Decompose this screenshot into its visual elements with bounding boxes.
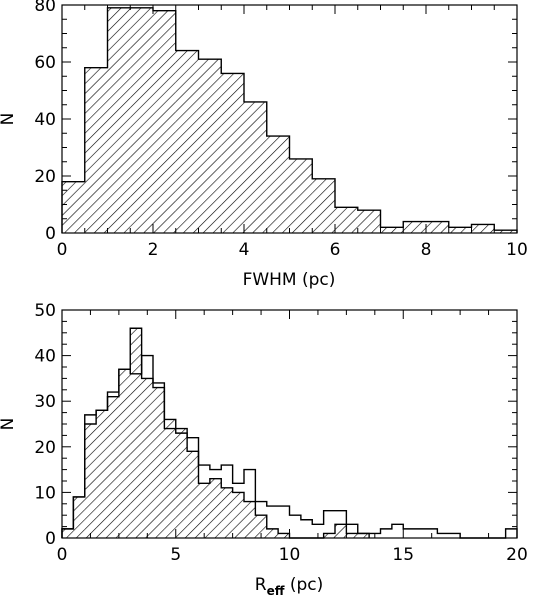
panel-reff-bar: [164, 419, 176, 538]
panel-reff-tick-labels: 0 5 10 15 20 0 10 20 30 40 50: [34, 301, 527, 565]
panel-fwhm: 0 2 4 6 8 10 0 20 40 60 80 FWHM (pc) N: [0, 0, 528, 290]
panel-fwhm-y-tick-label: 80: [34, 0, 56, 16]
panel-reff: 0 5 10 15 20 0 10 20 30 40 50 Reff (pc) N: [0, 301, 528, 597]
panel-fwhm-bar: [403, 221, 426, 233]
panel-reff-bar: [96, 410, 108, 538]
panel-reff-bar: [73, 496, 85, 538]
panel-reff-ticks: [61, 309, 518, 539]
panel-fwhm-bar: [289, 158, 313, 233]
panel-fwhm-bar: [153, 10, 176, 234]
panel-reff-bar: [84, 424, 97, 538]
panel-reff-bar: [175, 428, 188, 538]
panel-reff-bar: [335, 524, 347, 538]
panel-reff-x-tick-label: 10: [279, 545, 301, 565]
panel-reff-bar: [255, 515, 267, 538]
panel-reff-y-tick-label: 30: [34, 392, 56, 412]
panel-fwhm-x-tick-label: 2: [148, 240, 159, 260]
panel-reff-bar: [266, 528, 279, 538]
panel-reff-bar: [346, 533, 358, 538]
panel-fwhm-bar: [244, 101, 267, 234]
panel-fwhm-x-tick-label: 4: [239, 240, 250, 260]
panel-fwhm-x-tick-label: 10: [506, 240, 528, 260]
panel-reff-bar: [198, 483, 210, 538]
panel-reff-xlabel-sub: eff: [267, 584, 285, 597]
panel-fwhm-bar: [221, 73, 244, 234]
panel-fwhm-bar: [357, 210, 381, 233]
panel-reff-y-tick-label: 20: [34, 438, 56, 458]
panel-reff-bar: [153, 387, 165, 538]
panel-reff-y-tick-label: 0: [45, 529, 56, 549]
panel-reff-bar: [62, 528, 74, 538]
panel-reff-xlabel-main: R: [255, 575, 267, 595]
panel-reff-x-tick-label: 0: [57, 545, 68, 565]
panel-fwhm-x-tick-label: 8: [421, 240, 432, 260]
panel-fwhm-y-tick-label: 0: [45, 224, 56, 244]
panel-fwhm-bar: [312, 178, 335, 233]
panel-fwhm-x-tick-label: 0: [57, 240, 68, 260]
panel-reff-bar: [232, 492, 244, 538]
panel-fwhm-ticks: [61, 4, 518, 234]
panel-fwhm-bar: [107, 7, 131, 233]
panel-fwhm-bar: [84, 67, 108, 233]
panel-fwhm-bar: [130, 7, 153, 233]
panel-reff-bar: [323, 533, 335, 538]
panel-fwhm-ylabel: N: [0, 113, 18, 126]
panel-reff-x-tick-label: 15: [392, 545, 414, 565]
panel-fwhm-y-tick-label: 40: [34, 110, 56, 130]
panel-fwhm-y-tick-label: 60: [34, 53, 56, 73]
panel-reff-y-tick-label: 50: [34, 301, 56, 321]
panel-reff-x-tick-label: 5: [170, 545, 181, 565]
panel-reff-bar: [130, 328, 142, 538]
panel-reff-x-tick-label: 20: [506, 545, 528, 565]
panel-reff-bar: [221, 487, 233, 538]
panel-reff-bar: [209, 478, 222, 538]
panel-reff-bar: [244, 501, 256, 538]
panel-reff-xlabel-suffix: (pc): [284, 575, 323, 595]
panel-reff-y-tick-label: 40: [34, 347, 56, 367]
panel-fwhm-bar: [198, 59, 222, 234]
panel-reff-bar: [187, 451, 199, 538]
panel-reff-bar: [118, 369, 131, 538]
panel-fwhm-bar: [62, 181, 85, 233]
panel-fwhm-bar: [380, 227, 404, 233]
panel-reff-y-tick-label: 10: [34, 483, 56, 503]
panel-reff-bars: [61, 327, 518, 539]
panel-fwhm-y-tick-label: 20: [34, 167, 56, 187]
panel-reff-xlabel: Reff (pc): [255, 575, 323, 597]
panel-fwhm-series-0-outline: [61, 7, 518, 233]
panel-fwhm-bar: [175, 50, 199, 233]
panel-fwhm-bar: [266, 136, 290, 233]
panel-reff-bar: [107, 396, 119, 538]
panel-fwhm-bar: [426, 221, 449, 233]
panel-fwhm-bars: [61, 7, 518, 234]
panel-fwhm-bar: [448, 227, 472, 233]
panel-fwhm-bar: [335, 207, 358, 233]
panel-fwhm-xlabel: FWHM (pc): [243, 270, 336, 290]
panel-reff-bar: [278, 533, 290, 538]
panel-fwhm-x-tick-label: 6: [330, 240, 341, 260]
panel-reff-bar: [357, 533, 370, 538]
panel-fwhm-bar: [471, 224, 495, 233]
panel-fwhm-bar: [494, 230, 517, 233]
panel-reff-series-1-outline: [61, 354, 518, 539]
panel-reff-bar: [141, 378, 153, 538]
panel-fwhm-tick-labels: 0 2 4 6 8 10 0 20 40 60 80: [34, 0, 527, 260]
panel-reff-ylabel: N: [0, 418, 18, 431]
